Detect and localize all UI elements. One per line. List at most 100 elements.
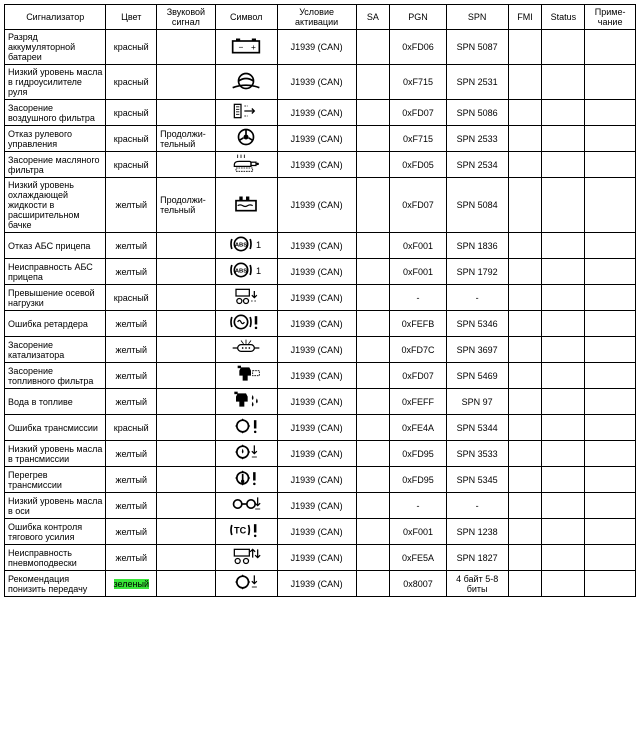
cell-color: желтый	[106, 337, 157, 363]
hdr-spn: SPN	[446, 5, 508, 30]
abs-trailer-2-icon: ABS1	[229, 264, 263, 284]
cell-sound	[157, 233, 216, 259]
cell-symbol	[215, 152, 277, 178]
table-row: Засорение масляного фильтракрасныйJ1939 …	[5, 152, 636, 178]
cell-status	[542, 389, 585, 415]
cell-status	[542, 467, 585, 493]
cell-color: желтый	[106, 545, 157, 571]
cell-pgn: 0xFD95	[390, 441, 446, 467]
cell-activation: J1939 (CAN)	[277, 389, 356, 415]
cell-activation: J1939 (CAN)	[277, 493, 356, 519]
cell-note	[585, 337, 636, 363]
cell-sa	[356, 311, 390, 337]
cell-sa	[356, 259, 390, 285]
cell-status	[542, 311, 585, 337]
cell-note	[585, 126, 636, 152]
cell-sound	[157, 311, 216, 337]
cell-sa	[356, 467, 390, 493]
oil-filter-icon	[229, 157, 263, 177]
cell-fmi	[508, 126, 542, 152]
hdr-signal: Сигнализатор	[5, 5, 106, 30]
cell-color: желтый	[106, 441, 157, 467]
svg-text:ABS: ABS	[235, 269, 247, 275]
retarder-icon	[229, 316, 263, 336]
cell-status	[542, 337, 585, 363]
hdr-fmi: FMI	[508, 5, 542, 30]
cell-sa	[356, 545, 390, 571]
cell-signal: Неисправность АБС прицепа	[5, 259, 106, 285]
cell-status	[542, 152, 585, 178]
cell-symbol	[215, 126, 277, 152]
cell-sound	[157, 100, 216, 126]
cell-fmi	[508, 178, 542, 233]
cell-activation: J1939 (CAN)	[277, 441, 356, 467]
cell-note	[585, 285, 636, 311]
cell-color: красный	[106, 285, 157, 311]
hdr-sound: Звуковой сигнал	[157, 5, 216, 30]
hdr-color: Цвет	[106, 5, 157, 30]
cell-status	[542, 545, 585, 571]
cell-activation: J1939 (CAN)	[277, 178, 356, 233]
cell-signal: Засорение воздушного фильтра	[5, 100, 106, 126]
cell-sa	[356, 126, 390, 152]
svg-text:+: +	[251, 42, 256, 52]
cell-signal: Засорение катализатора	[5, 337, 106, 363]
cell-status	[542, 233, 585, 259]
cell-sa	[356, 285, 390, 311]
cell-sound	[157, 65, 216, 100]
table-row: Засорение катализаторажелтыйJ1939 (CAN)0…	[5, 337, 636, 363]
indicator-table: Сигнализатор Цвет Звуковой сигнал Символ…	[4, 4, 636, 597]
table-row: Разряд аккумуляторной батареикрасный−+J1…	[5, 30, 636, 65]
cell-sa	[356, 519, 390, 545]
cell-pgn: -	[390, 493, 446, 519]
cell-sound	[157, 363, 216, 389]
air-susp-icon	[229, 550, 263, 570]
cell-spn: SPN 5345	[446, 467, 508, 493]
cell-signal: Неисправность пневмоподвески	[5, 545, 106, 571]
cell-note	[585, 233, 636, 259]
cell-color: желтый	[106, 178, 157, 233]
table-row: Низкий уровень масла в гидроусилителе ру…	[5, 65, 636, 100]
cell-pgn: 0xFD7C	[390, 337, 446, 363]
catalyst-icon	[229, 342, 263, 362]
hdr-note: Приме- чание	[585, 5, 636, 30]
hdr-symbol: Символ	[215, 5, 277, 30]
cell-fmi	[508, 233, 542, 259]
cell-sound	[157, 415, 216, 441]
table-row: Перегрев трансмиссиижелтыйJ1939 (CAN)0xF…	[5, 467, 636, 493]
cell-sound	[157, 545, 216, 571]
cell-sound	[157, 519, 216, 545]
cell-activation: J1939 (CAN)	[277, 126, 356, 152]
cell-signal: Разряд аккумуляторной батареи	[5, 30, 106, 65]
cell-spn: SPN 97	[446, 389, 508, 415]
cell-color: красный	[106, 30, 157, 65]
cell-sound: Продолжи-тельный	[157, 126, 216, 152]
cell-spn: SPN 3697	[446, 337, 508, 363]
table-row: Ошибка ретардеражелтыйJ1939 (CAN)0xFEFBS…	[5, 311, 636, 337]
cell-status	[542, 126, 585, 152]
cell-pgn: 0xFD95	[390, 467, 446, 493]
cell-symbol	[215, 441, 277, 467]
air-filter-icon	[229, 105, 263, 125]
table-row: Низкий уровень масла в осижелтыйJ1939 (C…	[5, 493, 636, 519]
coolant-tank-icon	[229, 198, 263, 218]
cell-note	[585, 178, 636, 233]
cell-sound	[157, 389, 216, 415]
cell-fmi	[508, 285, 542, 311]
cell-color: желтый	[106, 363, 157, 389]
cell-signal: Низкий уровень масла в гидроусилителе ру…	[5, 65, 106, 100]
cell-status	[542, 363, 585, 389]
cell-note	[585, 311, 636, 337]
cell-spn: SPN 2531	[446, 65, 508, 100]
table-row: Засорение топливного фильтражелтыйJ1939 …	[5, 363, 636, 389]
cell-sa	[356, 571, 390, 597]
table-row: Засорение воздушного фильтракрасныйJ1939…	[5, 100, 636, 126]
cell-spn: SPN 2534	[446, 152, 508, 178]
abs-trailer-1-icon: ABS1	[229, 238, 263, 258]
cell-pgn: 0xF715	[390, 126, 446, 152]
svg-text:TC: TC	[234, 525, 247, 535]
cell-color: красный	[106, 126, 157, 152]
cell-sa	[356, 441, 390, 467]
table-row: Отказ рулевого управлениякрасныйПродолжи…	[5, 126, 636, 152]
cell-note	[585, 493, 636, 519]
